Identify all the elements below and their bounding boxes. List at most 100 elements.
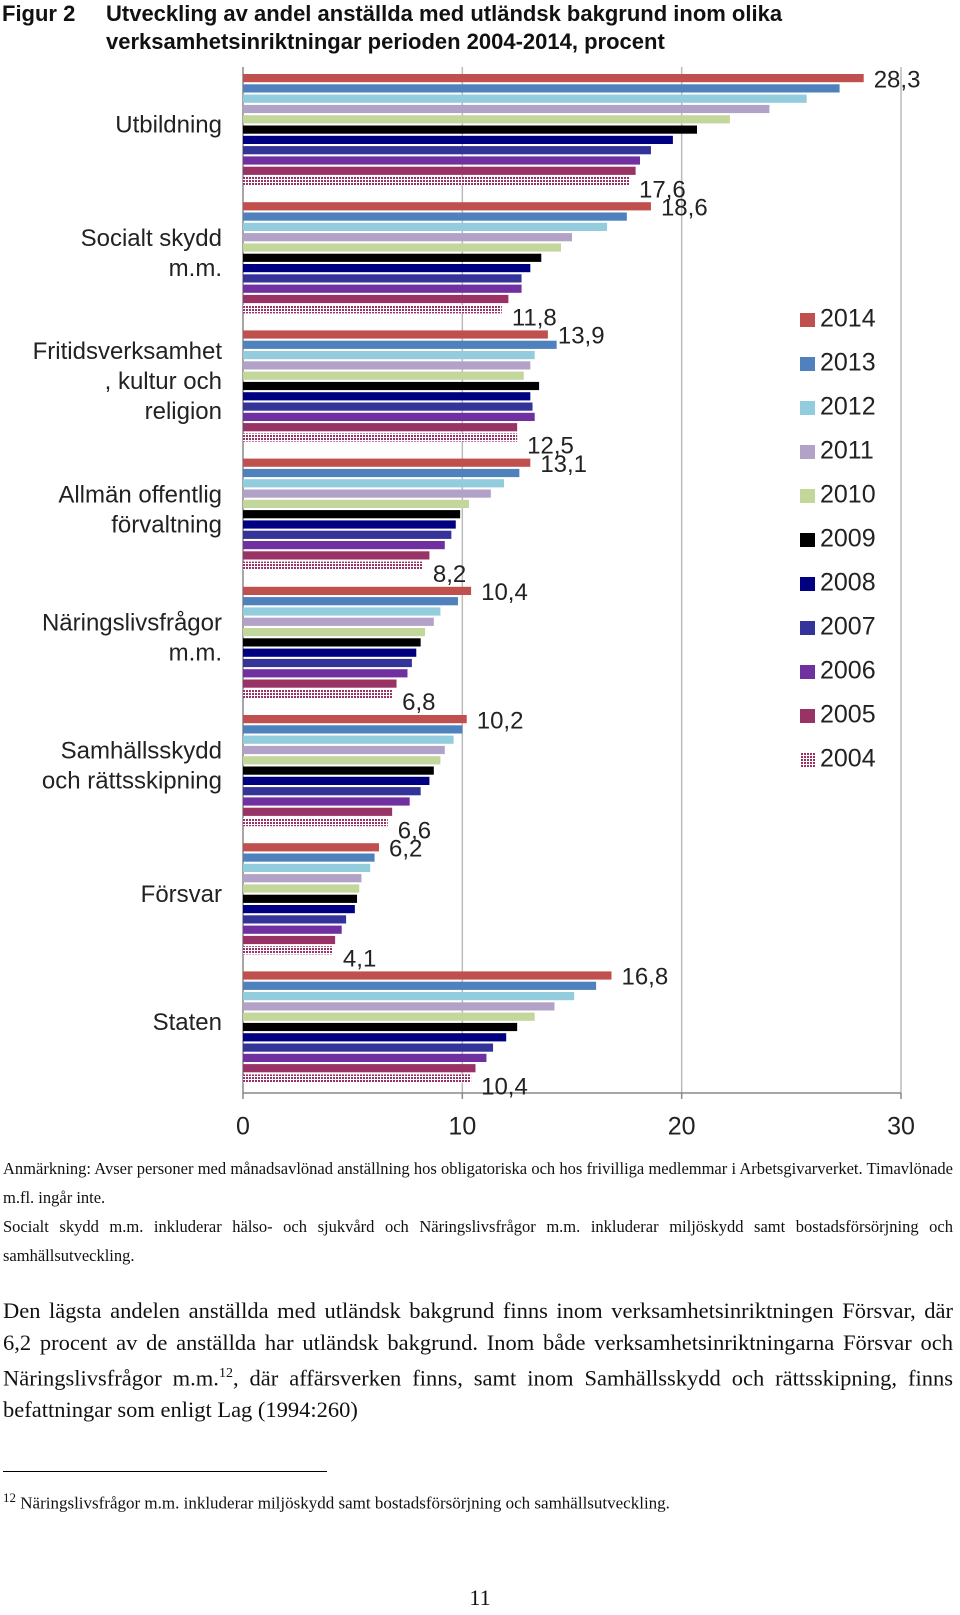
bar [243,166,636,175]
notes: Anmärkning: Avser personer med månadsavl… [3,1154,953,1270]
bar [243,361,531,370]
bar [243,530,452,539]
bar [243,971,612,980]
bar [243,94,807,103]
bar [243,818,388,827]
legend-label: 2007 [820,613,876,641]
bar [243,222,608,231]
bar [243,766,434,775]
bar [243,1064,476,1073]
bar [243,264,531,273]
bar [243,135,673,144]
legend-swatch [800,753,815,767]
legend-label: 2008 [820,569,876,597]
data-label: 18,6 [661,195,708,222]
data-label: 16,8 [621,964,668,991]
bar [243,202,651,211]
bar [243,735,454,744]
bar [243,1022,518,1032]
bar [243,253,542,262]
bar [243,628,426,637]
bar [243,617,434,626]
legend-swatch [800,577,815,591]
bar [243,843,379,852]
bar [243,104,770,114]
data-label: 13,1 [540,451,587,478]
bar [243,510,461,519]
bar [243,84,840,93]
data-label: 17,6 [639,176,686,203]
bar [243,233,572,242]
data-label: 4,1 [343,946,376,973]
bar [243,423,518,432]
bar [243,787,421,796]
bar [243,212,627,221]
legend-swatch [800,313,815,327]
bar [243,243,562,252]
bar [243,946,333,955]
bar [243,305,502,314]
data-label: 8,2 [433,561,466,588]
bar [243,499,469,508]
x-tick-label: 20 [668,1113,696,1141]
title-text: Utveckling av andel anställda med utländ… [106,1,783,54]
bar [243,669,408,678]
legend-label: 2004 [820,745,876,773]
note: Anmärkning: Avser personer med månadsavl… [3,1159,953,1207]
bar [243,402,533,411]
footnote-number: 12 [3,1490,16,1505]
bar [243,715,467,724]
bar [243,520,456,529]
bar [243,648,417,657]
data-label: 28,3 [874,66,921,93]
bar [243,125,698,134]
body-part: Den lägsta andelen anställda med utländs… [3,1298,953,1391]
bar [243,756,441,765]
legend-swatch [800,665,815,679]
bar [243,745,445,755]
bar [243,146,651,155]
bar [243,177,630,186]
bar [243,489,491,498]
body-text: Den lägsta andelen anställda med utländs… [3,1295,953,1426]
bar [243,274,522,283]
page-number: 11 [469,1585,491,1610]
figure-label: Figur 2 [2,1,76,26]
data-label: 6,2 [389,836,422,863]
bar [243,992,575,1001]
legend-label: 2005 [820,701,876,729]
note: Socialt skydd m.m. inkluderar hälso- och… [3,1217,953,1265]
bar [243,894,358,903]
bar [243,392,531,401]
bar [243,884,360,893]
bar [243,74,864,83]
footnote-text: Näringslivsfrågor m.m. inkluderar miljös… [20,1493,670,1513]
bar [243,725,463,734]
x-tick-label: 30 [887,1113,915,1141]
x-tick-label: 0 [236,1113,250,1141]
category-label: Staten [153,1009,222,1036]
bar [243,340,557,349]
bar [243,586,472,595]
bar [243,561,423,570]
bar [243,433,518,442]
bar [243,797,410,806]
category-label: Försvar [141,881,222,908]
bar [243,597,458,606]
bar [243,1074,472,1083]
data-label: 10,4 [481,579,528,606]
bar [243,1012,535,1021]
legend-label: 2006 [820,657,876,685]
category-label: Allmän offentlig förvaltning [58,482,222,539]
bar [243,284,522,293]
x-tick-label: 10 [448,1113,476,1141]
data-label: 10,2 [477,707,524,734]
bar [243,1002,555,1011]
bar [243,679,397,688]
legend-label: 2013 [820,349,876,377]
bar [243,1043,494,1052]
bar [243,541,445,550]
bar [243,458,531,467]
bar [243,551,430,560]
